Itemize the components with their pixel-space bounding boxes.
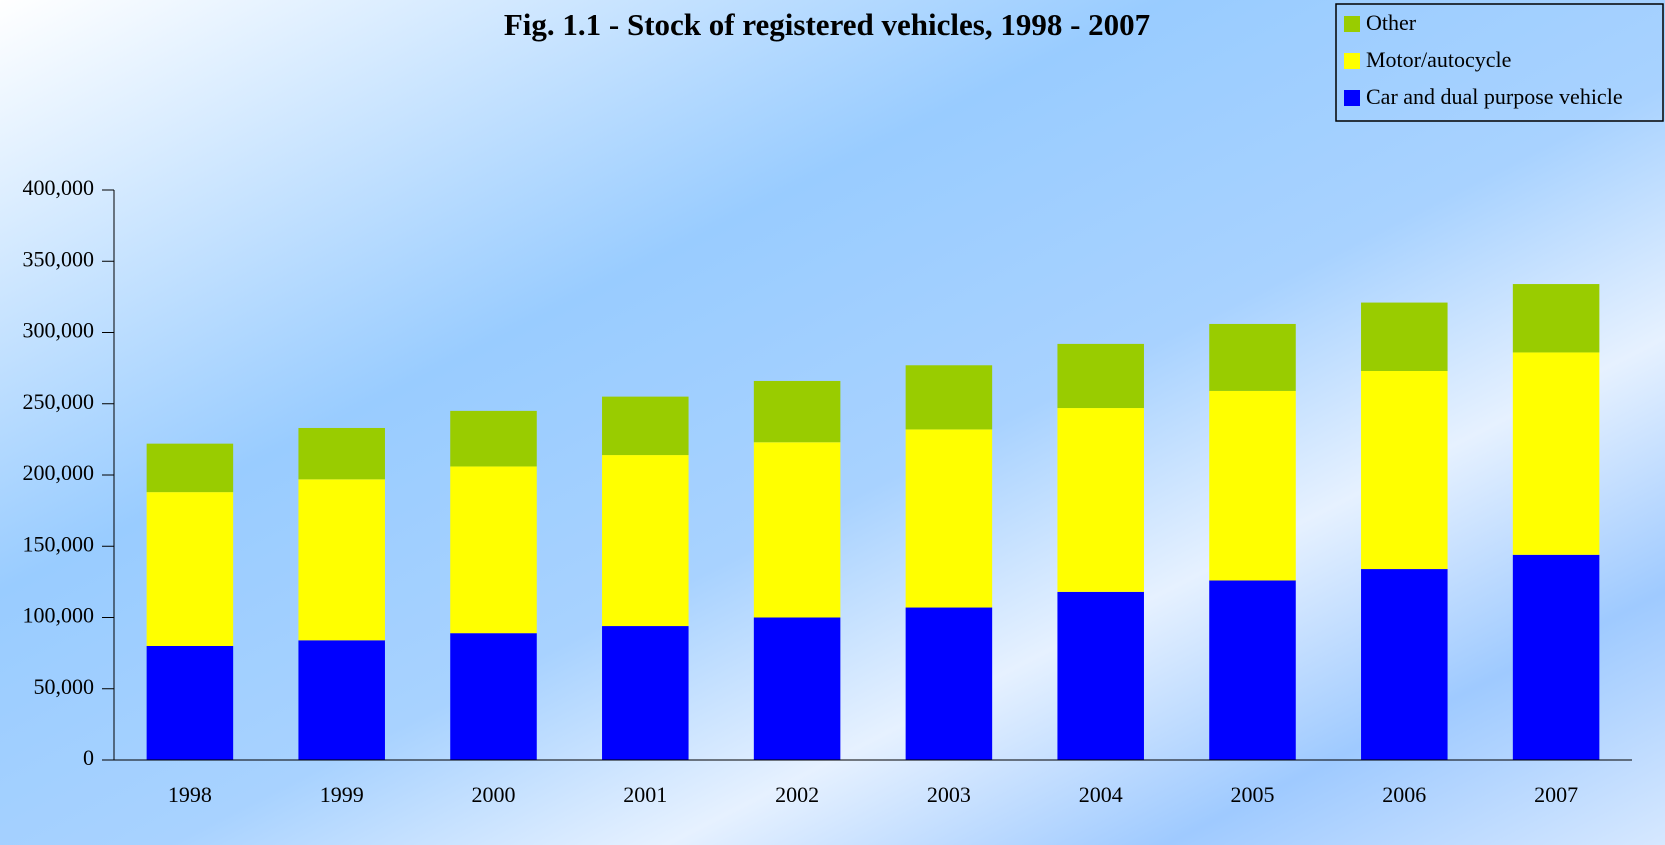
- bar-segment: [905, 429, 993, 608]
- x-tick-label: 1999: [320, 782, 364, 807]
- bar-segment: [450, 466, 537, 634]
- bar-segment: [1209, 323, 1296, 391]
- legend-swatch: [1344, 53, 1360, 69]
- bar-segment: [1057, 408, 1144, 592]
- x-tick-label: 2000: [472, 782, 516, 807]
- bar-segment: [1209, 580, 1296, 760]
- x-tick-label: 2001: [623, 782, 667, 807]
- y-tick-label: 0: [83, 745, 94, 770]
- bar-segment: [1057, 343, 1144, 409]
- y-tick-label: 150,000: [23, 531, 95, 556]
- bar-segment: [1057, 591, 1144, 760]
- bar-segment: [450, 410, 537, 467]
- bar-segment: [1361, 370, 1448, 570]
- bar-segment: [905, 365, 993, 430]
- bar-segment: [450, 633, 537, 760]
- bar-segment: [1512, 352, 1600, 555]
- bar-segment: [1512, 284, 1600, 353]
- bar-segment: [753, 442, 841, 618]
- y-tick-label: 200,000: [23, 460, 95, 485]
- x-tick-label: 2006: [1382, 782, 1426, 807]
- bar-segment: [753, 617, 841, 760]
- legend-label: Other: [1366, 10, 1417, 35]
- y-tick-label: 350,000: [23, 246, 95, 271]
- x-tick-label: 2002: [775, 782, 819, 807]
- chart-title: Fig. 1.1 - Stock of registered vehicles,…: [504, 7, 1150, 42]
- bar-segment: [146, 443, 234, 493]
- bar-segment: [146, 492, 234, 646]
- bar-segment: [1512, 554, 1600, 760]
- bar-segment: [602, 626, 689, 760]
- bar-segment: [1361, 302, 1448, 371]
- bar-segment: [298, 427, 385, 480]
- bar-segment: [905, 607, 993, 760]
- bar-segment: [602, 455, 689, 627]
- y-tick-label: 300,000: [23, 318, 95, 343]
- x-tick-label: 2007: [1534, 782, 1578, 807]
- bar-segment: [753, 380, 841, 443]
- legend-label: Car and dual purpose vehicle: [1366, 84, 1623, 109]
- legend-swatch: [1344, 16, 1360, 32]
- bar-segment: [1209, 390, 1296, 581]
- x-tick-label: 2003: [927, 782, 971, 807]
- legend-swatch: [1344, 90, 1360, 106]
- bar-segment: [298, 640, 385, 760]
- y-tick-label: 400,000: [23, 175, 95, 200]
- y-tick-label: 250,000: [23, 389, 95, 414]
- bar-segment: [1361, 569, 1448, 760]
- x-tick-label: 2005: [1231, 782, 1275, 807]
- legend-label: Motor/autocycle: [1366, 47, 1511, 72]
- y-tick-label: 100,000: [23, 603, 95, 628]
- y-tick-label: 50,000: [34, 674, 95, 699]
- legend-box: [1335, 3, 1664, 122]
- bar-segment: [602, 396, 689, 456]
- x-tick-label: 2004: [1079, 782, 1123, 807]
- bar-segment: [146, 646, 234, 760]
- bar-segment: [298, 479, 385, 641]
- x-tick-label: 1998: [168, 782, 212, 807]
